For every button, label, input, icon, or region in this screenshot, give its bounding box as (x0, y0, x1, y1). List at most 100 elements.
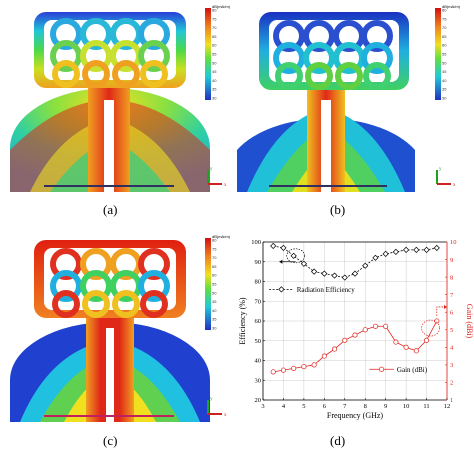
gain-point (301, 364, 307, 370)
efficiency-point (341, 274, 348, 281)
axis-triad-icon: y x (207, 167, 227, 188)
gain-arrow-head (444, 304, 447, 309)
gain-point (342, 337, 348, 343)
gain-point (352, 332, 358, 338)
x-tick-label: 12 (444, 403, 451, 410)
colorbar-tick-label: 30 (212, 326, 217, 331)
legend-gain-marker (379, 366, 385, 372)
colorbar-tick-label: 60 (212, 43, 217, 48)
colorbar-tick-label: 75 (212, 16, 217, 21)
colorbar-tick-label: 35 (212, 317, 217, 322)
colorbar-ticks: 80 75 70 65 60 55 50 45 40 35 30 (212, 8, 217, 101)
colorbar-tick-label: 45 (212, 299, 217, 304)
y2-tick-label: 1 (450, 397, 453, 404)
x-tick-label: 10 (403, 403, 410, 410)
colorbar-tick-label: 55 (212, 282, 217, 287)
colorbar (205, 8, 211, 100)
svg-text:y: y (439, 167, 442, 172)
colorbar-tick-label: 55 (442, 52, 447, 57)
efficiency-point (280, 244, 287, 252)
svg-text:y: y (210, 397, 213, 402)
field-panel-c: dB(mA/m) 80 75 70 65 60 55 50 45 40 35 30 y x (0, 230, 237, 430)
legend-gain-label: Gain (dBi) (397, 366, 428, 374)
efficiency-point (300, 260, 307, 267)
y-tick-label: 60 (255, 318, 262, 325)
y-axis-label: Efficiency (%) (238, 297, 247, 344)
colorbar-tick-label: 40 (212, 308, 217, 313)
ring-array (50, 18, 170, 88)
y2-tick-label: 4 (450, 345, 454, 352)
gain-point (393, 339, 399, 345)
gain-point (270, 369, 276, 375)
y-tick-label: 80 (255, 279, 262, 286)
x-tick-label: 11 (423, 403, 429, 410)
gain-annotation-arrow (436, 306, 447, 316)
x-tick-label: 6 (323, 403, 327, 410)
colorbar-tick-label: 80 (212, 8, 217, 13)
colorbar-tick-label: 40 (212, 78, 217, 83)
x-tick-label: 4 (282, 403, 286, 410)
efficiency-point (321, 270, 328, 277)
x-tick-label: 7 (343, 403, 347, 410)
gain-point (280, 367, 286, 373)
y-tick-label: 20 (255, 397, 262, 404)
y2-tick-label: 7 (450, 292, 454, 299)
series-line-2 (273, 320, 438, 373)
colorbar-tick-label: 35 (212, 87, 217, 92)
colorbar-tick-label: 75 (212, 246, 217, 251)
svg-text:dB(mA/m): dB(mA/m) (212, 234, 231, 239)
efficiency-point (372, 254, 379, 261)
gain-point (403, 344, 409, 350)
colorbar-tick-label: 35 (442, 87, 447, 92)
x-tick-label: 3 (261, 403, 264, 410)
colorbar-tick-label: 75 (442, 16, 447, 21)
colorbar-tick-label: 45 (442, 69, 447, 74)
y2-axis-label: Gain (dBi) (465, 304, 474, 339)
gain-point (413, 348, 419, 354)
field-panel-a: dB(mA/m) 80 75 70 65 60 55 50 45 40 35 30 y x (0, 0, 237, 200)
gain-point (291, 365, 297, 371)
x-tick-label: 5 (302, 403, 305, 410)
y2-tick-label: 6 (450, 309, 454, 316)
svg-text:x: x (224, 413, 227, 418)
efficiency-point (362, 262, 369, 269)
x-tick-label: 9 (384, 403, 387, 410)
y2-tick-label: 2 (450, 380, 453, 387)
efficiency-point (290, 252, 297, 259)
efficiency-point (392, 248, 399, 255)
colorbar-tick-label: 40 (442, 78, 447, 83)
efficiency-point (403, 246, 410, 253)
efficiency-arrow-head (279, 259, 283, 264)
efficiency-point (413, 246, 420, 253)
gain-point (372, 323, 378, 329)
y2-tick-label: 9 (450, 257, 453, 264)
svg-text:x: x (224, 183, 227, 188)
y2-tick-label: 8 (450, 274, 453, 281)
colorbar-tick-label: 30 (442, 96, 447, 101)
colorbar-tick-label: 50 (442, 60, 447, 65)
caption-d: (d) (330, 433, 346, 448)
y-tick-label: 100 (251, 239, 261, 246)
gain-point (321, 353, 327, 359)
efficiency-point (331, 272, 338, 279)
gain-point (383, 323, 389, 329)
colorbar-tick-label: 80 (442, 8, 447, 13)
chart-grid (262, 241, 448, 401)
efficiency-gain-chart: 3 4 5 6 7 8 9 10 11 12203040506070809010012345678… (238, 239, 474, 420)
legend-efficiency-label: Radiation Efficiency (297, 286, 355, 294)
efficiency-point (311, 268, 318, 275)
y-tick-label: 50 (255, 338, 262, 345)
gain-point (332, 346, 338, 352)
legend-efficiency-marker (278, 286, 285, 293)
caption-a: (a) (103, 202, 118, 217)
y2-tick-label: 5 (450, 327, 453, 334)
svg-text:x: x (453, 183, 456, 188)
y2-tick-label: 10 (450, 239, 457, 246)
efficiency-point (423, 246, 430, 253)
svg-text:y: y (210, 167, 213, 172)
gain-annotation-circle (421, 319, 440, 337)
efficiency-point (382, 250, 389, 257)
y-tick-label: 40 (255, 358, 262, 365)
gain-point (424, 337, 430, 343)
y-tick-label: 70 (255, 298, 262, 305)
